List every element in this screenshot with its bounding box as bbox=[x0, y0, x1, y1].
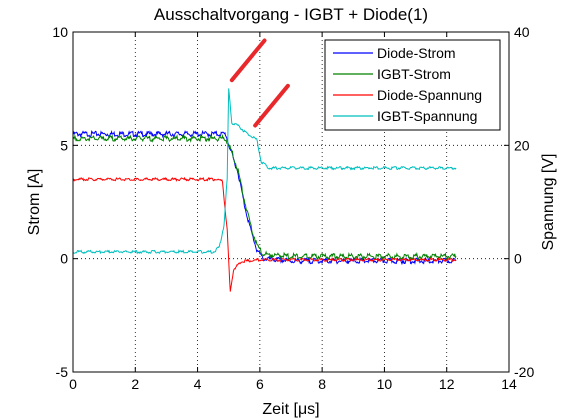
y-left-tick-label: 10 bbox=[52, 24, 68, 40]
plot-frame bbox=[72, 31, 510, 373]
annotation-layer bbox=[229, 38, 290, 128]
annotation-mark bbox=[253, 83, 290, 128]
x-tick-label: 0 bbox=[69, 376, 77, 392]
legend-entry: Diode-Spannung bbox=[377, 87, 482, 103]
x-tick-label: 12 bbox=[439, 376, 455, 392]
y-left-tick-label: 0 bbox=[60, 251, 68, 267]
x-tick-label: 4 bbox=[194, 376, 202, 392]
legend: Diode-Strom IGBT-Strom Diode-Spannung IGBT-… bbox=[324, 39, 501, 131]
legend-box bbox=[324, 39, 501, 131]
series-line-igbt-strom bbox=[72, 133, 457, 262]
y-axis-label-right: Spannung [V] bbox=[540, 154, 557, 251]
legend-entry: IGBT-Spannung bbox=[377, 108, 477, 124]
legend-entry: Diode-Strom bbox=[377, 45, 456, 61]
x-tick-label: 10 bbox=[377, 376, 393, 392]
chart-title: Ausschaltvorgang - IGBT + Diode(1) bbox=[154, 5, 428, 24]
y-right-tick-label: 20 bbox=[514, 137, 530, 153]
series-line-diode-strom bbox=[72, 129, 457, 266]
annotation-mark bbox=[229, 38, 267, 83]
y-left-tick-label: 5 bbox=[60, 137, 68, 153]
y-left-tick-label: -5 bbox=[56, 364, 69, 380]
y-axis-label-left: Strom [A] bbox=[26, 169, 43, 236]
x-axis-label: Zeit [μs] bbox=[262, 401, 319, 418]
x-tick-label: 6 bbox=[256, 376, 264, 392]
series-line-igbt-spannung bbox=[72, 88, 457, 255]
y-right-tick-label: 40 bbox=[514, 24, 530, 40]
series-line-diode-spannung bbox=[72, 176, 457, 292]
legend-entry: IGBT-Strom bbox=[377, 66, 451, 82]
series-layer bbox=[72, 88, 457, 292]
x-tick-label: 2 bbox=[131, 376, 139, 392]
y-right-tick-label: -20 bbox=[514, 364, 534, 380]
x-tick-label: 14 bbox=[501, 376, 517, 392]
y-right-tick-label: 0 bbox=[514, 251, 522, 267]
x-tick-label: 8 bbox=[318, 376, 326, 392]
